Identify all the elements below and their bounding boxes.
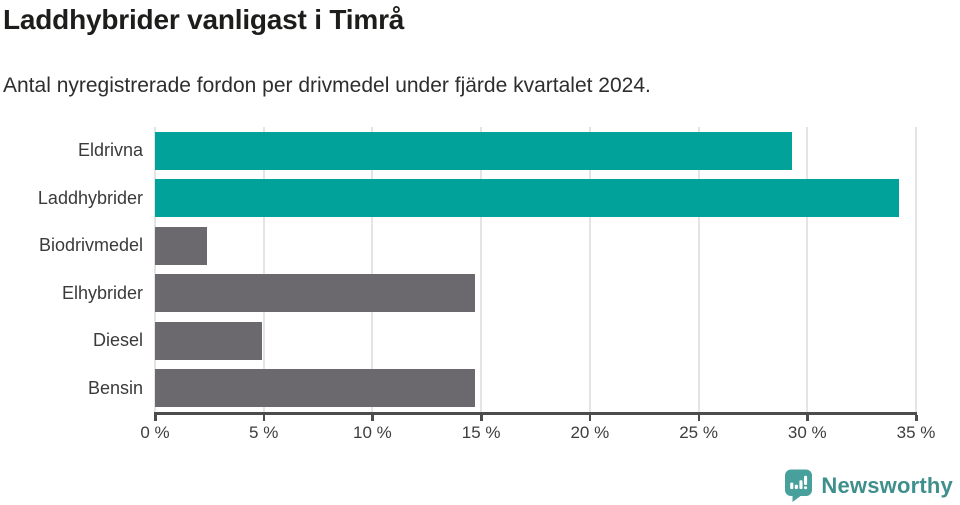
chart-subtitle: Antal nyregistrerade fordon per drivmede… — [3, 74, 651, 97]
gridline — [371, 127, 374, 412]
bar-diesel — [155, 321, 262, 360]
gridline — [262, 127, 265, 412]
y-axis-label: Elhybrider — [61, 282, 143, 303]
axis-tick — [371, 415, 374, 421]
plot-area: 0 % 5 % 10 % 15 % 20 % 25 % 30 % 35 % — [140, 127, 935, 442]
axis-tick — [915, 415, 918, 421]
x-tick-label: 25 % — [679, 423, 718, 442]
gridline — [480, 127, 483, 412]
gridline — [697, 127, 700, 412]
y-axis-label: Biodrivmedel — [38, 235, 143, 256]
axis-tick — [588, 415, 592, 421]
axis-tick — [262, 415, 266, 421]
x-tick-label: 15 % — [461, 423, 501, 442]
axis-tick — [806, 415, 809, 421]
axis-tick — [154, 415, 157, 421]
bar-laddhybrider — [155, 179, 899, 218]
y-axis-label: Eldrivna — [77, 140, 143, 161]
axis-tick — [480, 415, 483, 421]
x-tick-label: 5 % — [249, 423, 279, 442]
x-tick-label: 35 % — [896, 423, 936, 442]
bar-biodrivmedel — [155, 226, 208, 265]
x-axis-line — [154, 412, 917, 415]
gridline — [588, 127, 591, 412]
x-tick-label: 30 % — [787, 423, 827, 442]
x-tick-label: 10 % — [353, 423, 392, 442]
gridline — [806, 127, 809, 412]
x-tick-label: 20 % — [570, 423, 610, 442]
bar-elhybrider — [155, 274, 475, 313]
y-axis-label: Diesel — [92, 330, 143, 351]
bar-chart: Eldrivna Laddhybrider Biodrivmedel Elhybrid… — [0, 127, 960, 442]
y-axis-labels: Eldrivna Laddhybrider Biodrivmedel Elhybrid… — [0, 127, 143, 412]
page-title: Laddhybrider vanligast i Timrå — [3, 4, 405, 35]
newsworthy-logo-icon — [785, 469, 813, 502]
y-axis-label: Bensin — [87, 377, 143, 398]
gridline — [154, 127, 156, 412]
axis-tick — [697, 415, 701, 421]
x-tick-label: 0 % — [140, 423, 170, 442]
brand-footer: Newsworthy — [784, 469, 953, 502]
y-axis-label: Laddhybrider — [37, 187, 143, 208]
gridline — [915, 127, 917, 412]
bar-bensin — [155, 369, 475, 408]
brand-name: Newsworthy — [821, 472, 953, 498]
bar-eldrivna — [155, 131, 793, 170]
